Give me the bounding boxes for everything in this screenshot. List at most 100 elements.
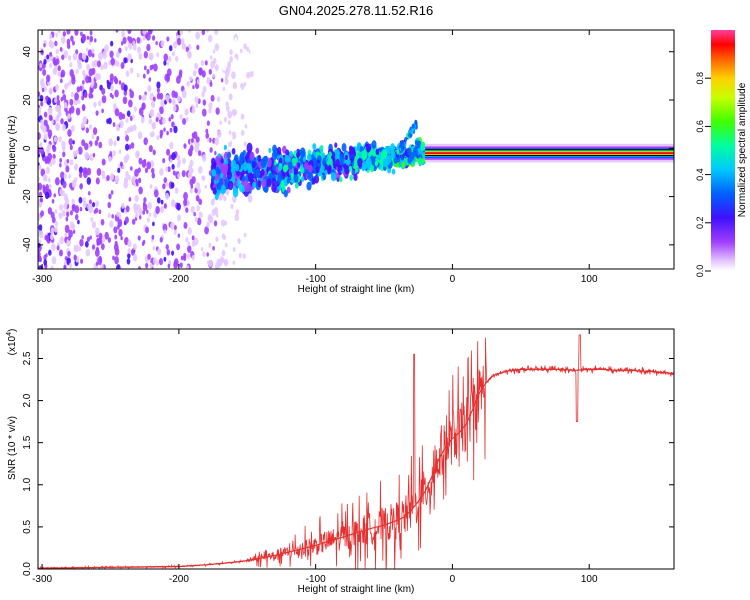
spectrogram-cell	[54, 40, 58, 47]
spectrogram-cell	[70, 105, 75, 114]
spectrogram-cell	[122, 164, 125, 170]
spectrogram-cell	[195, 103, 199, 108]
spectrogram-cell	[183, 252, 187, 259]
spectrogram-cell	[44, 86, 48, 92]
spectrogram-cell	[251, 161, 256, 168]
colorbar: 0.0 0.2 0.4 0.6 0.8 Normalized spectral ampl…	[695, 30, 748, 277]
spectrogram-cell	[75, 68, 79, 75]
spectrogram-cell	[208, 102, 213, 110]
spectrogram-cell	[205, 128, 209, 134]
spectrogram-cell	[121, 203, 125, 209]
spectrogram-cell	[40, 210, 44, 217]
spectrogram-cell	[251, 118, 257, 127]
spectrogram-cell	[143, 65, 147, 71]
snr-scale-base: (x10	[7, 335, 18, 355]
spectrogram-cell	[201, 108, 207, 117]
spectrogram-cell	[62, 151, 66, 158]
spectrogram-cell	[196, 44, 200, 51]
spectrogram-cell	[60, 171, 65, 180]
spectrogram-cell	[132, 243, 137, 251]
spectrogram-cell	[243, 82, 247, 87]
spectrogram-cell	[166, 36, 170, 42]
spectrogram-cell	[60, 78, 63, 84]
spectrogram-cell	[42, 186, 47, 194]
spectrogram-cell	[255, 245, 260, 254]
spectrogram-cell	[119, 120, 124, 129]
spectrogram-cell	[86, 63, 90, 71]
spectrogram-cell	[284, 154, 289, 163]
spectrogram-cell	[171, 163, 175, 170]
spectrogram-cell	[254, 236, 259, 244]
spectrogram-cell	[185, 237, 189, 243]
spectrogram-cell	[64, 224, 70, 234]
spectrogram-cell	[231, 71, 236, 80]
spectrogram-cell	[127, 240, 132, 248]
spectrogram-cell	[80, 183, 83, 188]
spectrogram-cell	[297, 162, 301, 168]
spectrogram-cell	[221, 233, 225, 239]
spectrogram-cell	[109, 150, 112, 156]
spectrogram-cell	[127, 174, 131, 181]
spectrogram-cell	[91, 221, 97, 229]
spectrogram-cell	[209, 55, 213, 60]
spectrogram-cell	[209, 147, 213, 153]
spectrogram-cell	[274, 49, 280, 58]
spectrogram-cell	[168, 45, 173, 52]
spectrogram-cell	[96, 60, 102, 68]
spectrogram-cell	[235, 209, 240, 215]
spectrogram-cell	[43, 254, 47, 261]
spectrogram-cell	[280, 140, 283, 146]
spectrogram-cell	[187, 245, 192, 254]
spectrogram-cell	[184, 108, 189, 116]
spectrogram-cell	[38, 265, 43, 269]
spectrogram-cell	[57, 65, 61, 72]
snr-y-tick-label: 0.0	[22, 562, 33, 576]
spectrogram-cell	[110, 190, 114, 195]
spectrogram-cell	[212, 197, 215, 202]
spectrogram-cell	[272, 30, 276, 37]
spectrogram-cell	[55, 122, 61, 132]
snr-x-tick-label: -100	[306, 574, 326, 585]
spectrogram-cell	[266, 60, 269, 66]
spectrogram-cell	[253, 133, 259, 142]
spectrogram-cell	[268, 147, 272, 154]
spectrogram-cell	[69, 210, 73, 216]
spectrogram-cell	[45, 166, 51, 175]
spectrogram-cell	[208, 137, 212, 143]
spectrogram-cell	[189, 144, 194, 152]
spectrogram-cell	[45, 95, 49, 102]
spectrogram-cell	[285, 141, 289, 147]
spectrogram-cell	[166, 130, 169, 136]
spectrogram-cell	[238, 252, 242, 259]
spectrogram-cell	[130, 142, 135, 149]
spectrogram-cell	[279, 42, 284, 50]
spectrogram-cell	[180, 255, 184, 261]
spectrogram-cell	[233, 144, 237, 150]
spectrogram-cell	[87, 143, 91, 149]
spectrogram-cell	[233, 154, 239, 163]
spectrogram-cell	[66, 211, 70, 218]
spectrogram-cell	[109, 220, 114, 228]
spectrogram-cell	[284, 71, 289, 79]
snr-y-tick-label: 2.0	[22, 393, 33, 407]
spectrogram-cell	[249, 151, 255, 161]
spectrogram-cell	[67, 129, 72, 137]
spectrogram-cell	[118, 47, 122, 54]
spectrogram-cell	[163, 53, 169, 62]
spectrogram-cell	[208, 259, 213, 268]
spectrogram-cell	[82, 80, 85, 85]
spectrogram-cell	[275, 210, 280, 217]
spectrogram-cell	[83, 92, 88, 99]
spectrogram-cell	[197, 217, 202, 226]
spectrogram-cell	[148, 52, 154, 61]
spectrogram-cell	[50, 116, 53, 121]
spectrogram-cell	[189, 76, 193, 82]
spectrogram-cell	[147, 201, 152, 210]
spectrogram-cell	[50, 265, 54, 269]
spectrogram-cell	[142, 35, 146, 41]
spectrogram-cell	[206, 120, 210, 126]
spectrogram-cell	[49, 33, 53, 40]
spectrogram-cell	[198, 211, 203, 219]
spectrogram-cell	[236, 199, 242, 208]
spectrogram-cell	[234, 37, 238, 43]
